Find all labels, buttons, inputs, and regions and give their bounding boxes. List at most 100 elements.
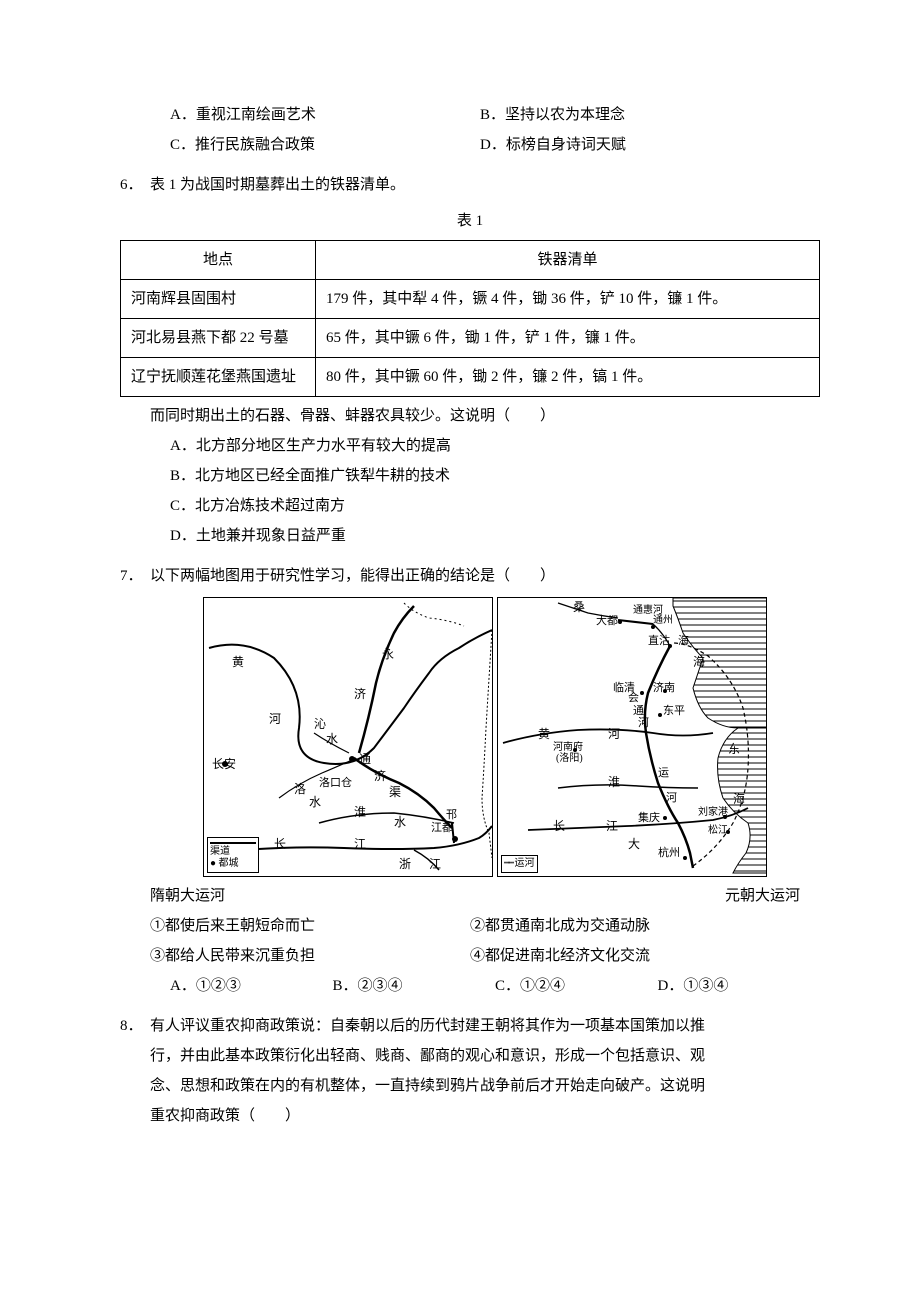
map-label: 桑 [573,601,585,613]
map-label: 淮 [608,776,620,788]
table-row: 辽宁抚顺莲花堡燕国遗址 80 件，其中镢 60 件，锄 2 件，镰 2 件，镐 … [121,358,820,397]
q5-option-a: A．重视江南绘画艺术 [170,100,480,130]
map-label: 长 [553,820,565,832]
q7-stmt-3: ③都给人民带来沉重负担 [150,941,470,971]
map-label: 河 [269,713,281,725]
q7-stem-text: 以下两幅地图用于研究性学习，能得出正确的结论是（ ） [150,568,555,584]
q8-stem-line1: 8．有人评议重农抑商政策说：自秦朝以后的历代封建王朝将其作为一项基本国策加以推 [120,1011,820,1041]
map-label: 集庆 [638,813,660,824]
map-label: 河 [608,728,620,740]
map-label: 济 [374,770,386,782]
q5-option-b: B．坚持以农为本理念 [480,100,820,130]
map-label: 淮 [354,806,366,818]
table-row: 河北易县燕下都 22 号墓 65 件，其中镢 6 件，锄 1 件，铲 1 件，镰… [121,319,820,358]
legend-canal: 渠道 [210,846,256,858]
q6-table-caption: 表 1 [120,206,820,236]
q7-option-d: D．①③④ [658,971,821,1001]
map-yuan: 桑 通惠河 大都 通州 直沽 海 海 临清 济南 会 通 东平 河 黄 河 河南… [497,597,767,877]
map-label: 黄 [232,656,244,668]
q7-stmt-4: ④都促进南北经济文化交流 [470,941,650,971]
map-label: 沁 [314,718,326,730]
table-cell-loc: 辽宁抚顺莲花堡燕国遗址 [121,358,316,397]
map-label: 黄 [538,728,550,740]
table-row: 河南辉县固围村 179 件，其中犁 4 件，镢 4 件，锄 36 件，铲 10 … [121,280,820,319]
map-label: 大都 [596,616,618,627]
map-label: 海 [693,656,705,668]
q6-number: 6． [120,170,150,200]
caption-sui: 隋朝大运河 [150,881,550,911]
map-label: 松江 [708,826,728,836]
map-label: 洛口仓 [319,778,352,789]
map-label: 济 [354,688,366,700]
city-dot-icon [658,713,662,717]
q7-options-row: A．①②③ B．②③④ C．①②④ D．①③④ [170,971,820,1001]
table-cell-items: 65 件，其中镢 6 件，锄 1 件，铲 1 件，镰 1 件。 [316,319,820,358]
map-label: 河 [666,793,677,804]
q8-number: 8． [120,1011,150,1041]
map-label: 长 [274,838,286,850]
map-legend: ┅┅ 运河 [501,855,538,873]
q5-option-c: C．推行民族融合政策 [170,130,480,160]
q6-option-c: C．北方冶炼技术超过南方 [170,491,820,521]
legend-canal: 运河 [515,858,535,869]
map-sui: 黄 河 永 济 沁 水 长安 通 济 渠 洛 水 洛口仓 淮 水 邗 江都 长 … [203,597,493,877]
city-dot-icon [640,691,644,695]
map-label: (洛阳) [556,754,583,764]
q8-line1-text: 有人评议重农抑商政策说：自秦朝以后的历代封建王朝将其作为一项基本国策加以推 [150,1018,705,1034]
q8-line2: 行，并由此基本政策衍化出轻商、贱商、鄙商的观心和意识，形成一个包括意识、观 [150,1041,820,1071]
map-label: 海 [733,793,745,805]
city-dot-icon [651,625,655,629]
map-label: 东 [728,743,740,755]
q5-option-d: D．标榜自身诗词天赋 [480,130,820,160]
city-dot-icon [349,756,355,762]
city-dot-icon [726,830,730,834]
capital-dot-icon [222,761,228,767]
table-cell-loc: 河北易县燕下都 22 号墓 [121,319,316,358]
map-label: 渠 [389,786,401,798]
map-label: 水 [309,796,321,808]
map-label: 东平 [663,706,685,717]
table-cell-items: 179 件，其中犁 4 件，镢 4 件，锄 36 件，铲 10 件，镰 1 件。 [316,280,820,319]
city-dot-icon [663,689,667,693]
city-dot-icon [573,748,577,752]
legend-capital: 都城 [219,858,239,869]
table-cell-loc: 河南辉县固围村 [121,280,316,319]
map-label: 洛 [294,783,306,795]
q7-stmt-1: ①都使后来王朝短命而亡 [150,911,470,941]
city-dot-icon [452,836,458,842]
q6-after-table: 而同时期出土的石器、骨器、蚌器农具较少。这说明（ ） [150,401,820,431]
city-dot-icon [668,644,672,648]
q7-option-a: A．①②③ [170,971,333,1001]
map-label: 水 [326,733,338,745]
map-label: 大 [628,838,640,850]
map-label: 运 [658,768,669,779]
q5-options-row2: C．推行民族融合政策 D．标榜自身诗词天赋 [170,130,820,160]
map-label: 江 [429,858,441,870]
city-dot-icon [723,815,727,819]
table-cell-items: 80 件，其中镢 60 件，锄 2 件，镰 2 件，镐 1 件。 [316,358,820,397]
map-label: 通州 [653,616,673,626]
city-dot-icon [618,620,622,624]
map-label: 通 [633,706,644,717]
q6-option-a: A．北方部分地区生产力水平有较大的提高 [170,431,820,461]
map-label: 通 [359,753,371,765]
map-label: 江 [354,838,366,850]
map-label: 水 [394,816,406,828]
map-label: 河南府 [553,743,583,753]
map-label: 江 [606,820,618,832]
map-label: 江都 [431,823,453,834]
q5-options-row1: A．重视江南绘画艺术 B．坚持以农为本理念 [170,100,820,130]
q6-stem-text: 表 1 为战国时期墓葬出土的铁器清单。 [150,177,405,193]
q7-stmt-row2: ③都给人民带来沉重负担 ④都促进南北经济文化交流 [150,941,820,971]
q7-stmt-row1: ①都使后来王朝短命而亡 ②都贯通南北成为交通动脉 [150,911,820,941]
map-label: 杭州 [658,848,680,859]
caption-yuan: 元朝大运河 [550,881,820,911]
map-sui-svg [204,598,493,877]
city-dot-icon [663,816,667,820]
q6-option-b: B．北方地区已经全面推广铁犁牛耕的技术 [170,461,820,491]
map-label: 河 [638,718,649,729]
map-row: 黄 河 永 济 沁 水 长安 通 济 渠 洛 水 洛口仓 淮 水 邗 江都 长 … [150,597,820,877]
table-header-loc: 地点 [121,241,316,280]
map-caption-row: 隋朝大运河 元朝大运河 [150,881,820,911]
table-header-row: 地点 铁器清单 [121,241,820,280]
